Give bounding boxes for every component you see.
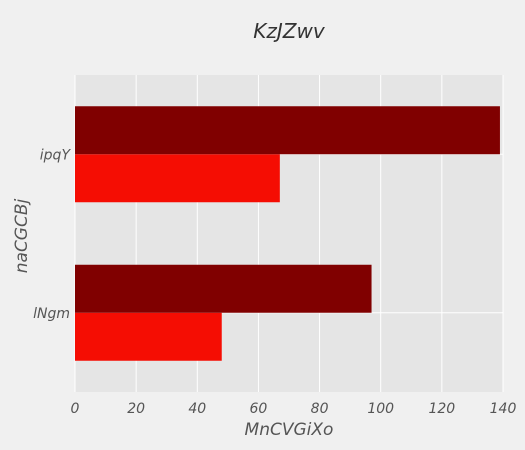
x-tick-label: 140 (490, 401, 517, 417)
x-tick-label: 60 (250, 401, 268, 417)
x-tick-label: 120 (428, 401, 455, 417)
x-axis-label: MnCVGiXo (245, 420, 334, 440)
bar-ipqY-series-2 (75, 106, 500, 154)
bar-lNgm-series-1 (75, 313, 222, 361)
bar-lNgm-series-2 (75, 265, 372, 313)
x-tick-label: 100 (367, 401, 394, 417)
y-axis-label: naCGCBj (12, 198, 32, 273)
y-tick-label: ipqY (40, 147, 72, 163)
chart-title: KzJZwv (253, 19, 326, 43)
y-tick-label: lNgm (33, 306, 70, 322)
x-tick-label: 20 (127, 401, 145, 417)
x-tick-label: 80 (311, 401, 329, 417)
bar-ipqY-series-1 (75, 154, 280, 202)
x-tick-label: 40 (188, 401, 206, 417)
x-tick-label: 0 (71, 401, 80, 417)
